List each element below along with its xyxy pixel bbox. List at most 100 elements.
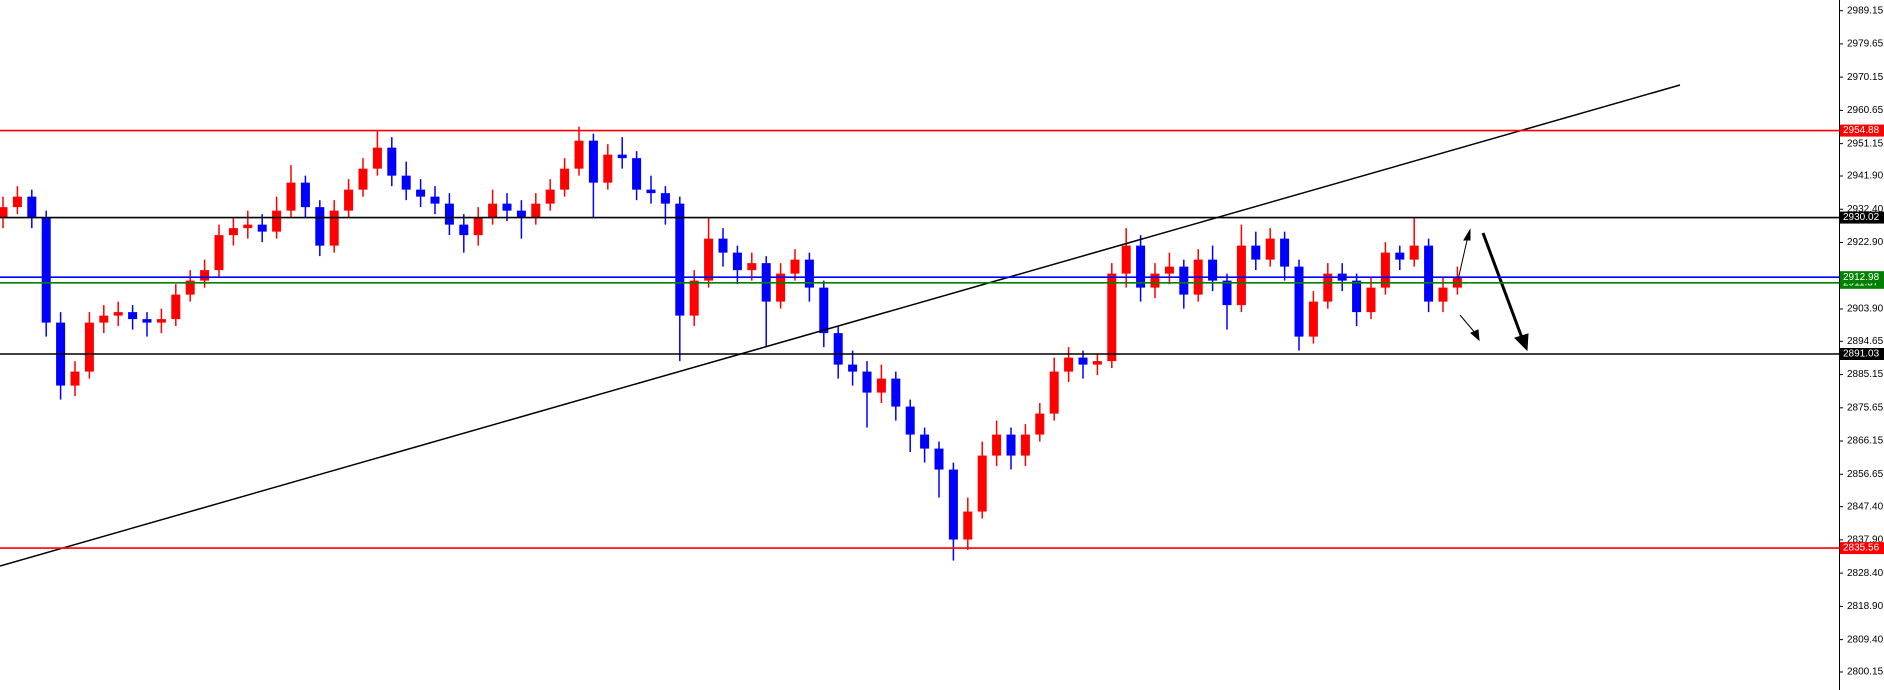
candle-body	[891, 378, 901, 407]
y-tick-label: 2800.15	[1847, 667, 1884, 678]
arrow-down-small	[1459, 314, 1477, 335]
candle-body	[1150, 273, 1160, 288]
y-tick-label: 2922.90	[1847, 237, 1884, 248]
candle-body	[1424, 245, 1434, 302]
candle-body	[718, 238, 728, 253]
candle-body	[732, 252, 742, 271]
candle-body	[142, 319, 152, 323]
y-tick-label: 2932.40	[1847, 204, 1884, 215]
candle-body	[257, 224, 267, 232]
candle-body	[531, 203, 541, 218]
y-tick-label: 2960.65	[1847, 105, 1884, 116]
candle-body	[416, 189, 426, 197]
candle-body	[574, 140, 584, 169]
y-tick-label: 2894.65	[1847, 336, 1884, 347]
candle-body	[603, 154, 613, 183]
candle-body	[344, 189, 354, 211]
candle-body	[516, 210, 526, 218]
candle-body	[689, 280, 699, 316]
candle-body	[1251, 245, 1261, 260]
arrow-head	[1463, 228, 1471, 241]
level-label: 2954.88	[1843, 125, 1880, 136]
candle-body	[876, 378, 886, 393]
level-label-bg	[1840, 271, 1884, 284]
level-label-bg	[1840, 347, 1884, 360]
level-label: 2930.02	[1843, 212, 1880, 223]
level-label: 2891.03	[1843, 349, 1880, 360]
candle-body	[1236, 245, 1246, 306]
candle-body	[272, 210, 282, 232]
candle-body	[243, 224, 253, 229]
arrow-head	[1470, 329, 1480, 342]
candle-body	[833, 333, 843, 365]
candle-body	[12, 196, 22, 208]
candle-body	[934, 448, 944, 470]
candle-body	[1308, 301, 1318, 337]
candle-body	[1280, 238, 1290, 267]
arrow-up	[1457, 235, 1469, 281]
candle-body	[185, 280, 195, 295]
candle-body	[646, 189, 656, 194]
plot-area	[0, 126, 1462, 561]
candle-body	[790, 259, 800, 274]
candle-body	[545, 189, 555, 204]
y-tick-label: 2903.90	[1847, 304, 1884, 315]
candle-body	[358, 168, 368, 190]
y-tick-label: 2979.65	[1847, 39, 1884, 50]
candle-body	[214, 235, 224, 271]
candle-body	[776, 273, 786, 302]
candle-body	[819, 287, 829, 334]
candle-body	[1179, 266, 1189, 295]
level-label: 2912.98	[1843, 272, 1880, 283]
candle-body	[920, 434, 930, 449]
candle-body	[804, 259, 814, 288]
candle-body	[1121, 245, 1131, 274]
candle-body	[1006, 434, 1016, 456]
y-tick-label: 2970.15	[1847, 72, 1884, 83]
candle-body	[617, 154, 627, 159]
candle-body	[704, 238, 714, 281]
candle-body	[1352, 280, 1362, 313]
candle-body	[1222, 280, 1232, 306]
candle-body	[488, 203, 498, 218]
candle-body	[228, 228, 238, 236]
y-tick-label: 2828.40	[1847, 568, 1884, 579]
y-tick-label: 2875.65	[1847, 402, 1884, 413]
candle-body	[27, 196, 37, 218]
level-label-bg	[1840, 211, 1884, 224]
candle-body	[1380, 252, 1390, 288]
arrow-head	[1514, 333, 1529, 352]
y-tick-label: 2866.15	[1847, 436, 1884, 447]
candle-body	[1092, 361, 1102, 365]
candle-body	[1294, 266, 1304, 337]
candle-body	[300, 182, 310, 208]
candle-body	[372, 147, 382, 169]
candle-body	[430, 196, 440, 204]
candle-body	[1323, 273, 1333, 302]
level-label: 2835.56	[1843, 543, 1880, 554]
candle-body	[473, 217, 483, 236]
candle-body	[660, 193, 670, 204]
y-tick-label: 2951.15	[1847, 138, 1884, 149]
y-tick-label: 2818.90	[1847, 601, 1884, 612]
candle-body	[560, 168, 570, 190]
y-tick-label: 2941.90	[1847, 171, 1884, 182]
candle-body	[632, 158, 642, 190]
candle-body	[948, 469, 958, 540]
y-tick-label: 2847.40	[1847, 501, 1884, 512]
candle-body	[747, 263, 757, 271]
candle-body	[1265, 238, 1275, 260]
arrows	[1457, 228, 1529, 352]
candle-body	[1064, 357, 1074, 372]
candle-body	[1409, 245, 1419, 260]
y-tick-label: 2885.15	[1847, 369, 1884, 380]
candle-body	[1208, 259, 1218, 281]
candle-body	[156, 319, 166, 323]
candle-body	[905, 406, 915, 435]
candle-body	[128, 312, 138, 320]
candle-body	[1049, 371, 1059, 414]
candle-body	[1020, 434, 1030, 456]
candle-body	[459, 224, 469, 236]
